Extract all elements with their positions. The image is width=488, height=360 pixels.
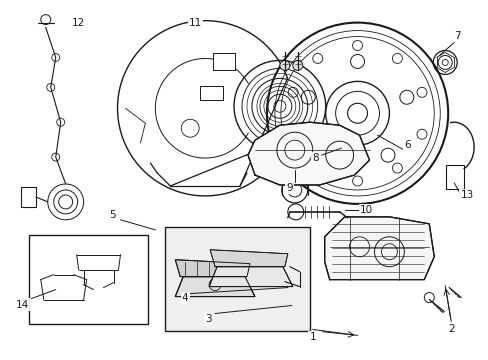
Text: 12: 12 xyxy=(72,18,85,28)
Circle shape xyxy=(279,60,289,71)
Bar xyxy=(29,235,148,324)
Polygon shape xyxy=(175,276,254,297)
Text: 8: 8 xyxy=(312,153,318,163)
Polygon shape xyxy=(209,267,292,287)
Text: 14: 14 xyxy=(16,300,29,310)
Polygon shape xyxy=(175,260,249,276)
Text: 13: 13 xyxy=(460,190,473,200)
Text: 2: 2 xyxy=(447,324,453,334)
Text: 9: 9 xyxy=(286,183,292,193)
Text: 6: 6 xyxy=(403,140,410,150)
Text: 7: 7 xyxy=(453,31,460,41)
Text: 3: 3 xyxy=(204,314,211,324)
Text: 4: 4 xyxy=(182,293,188,302)
Polygon shape xyxy=(210,250,287,267)
Polygon shape xyxy=(200,86,223,100)
Bar xyxy=(165,227,309,332)
Text: 5: 5 xyxy=(109,210,116,220)
Polygon shape xyxy=(324,217,433,280)
Polygon shape xyxy=(247,122,369,185)
Bar xyxy=(21,187,36,207)
Text: 11: 11 xyxy=(188,18,202,28)
Polygon shape xyxy=(213,54,235,71)
Text: 10: 10 xyxy=(359,205,372,215)
Circle shape xyxy=(292,60,302,71)
Bar xyxy=(446,165,463,189)
Text: 1: 1 xyxy=(309,332,315,342)
